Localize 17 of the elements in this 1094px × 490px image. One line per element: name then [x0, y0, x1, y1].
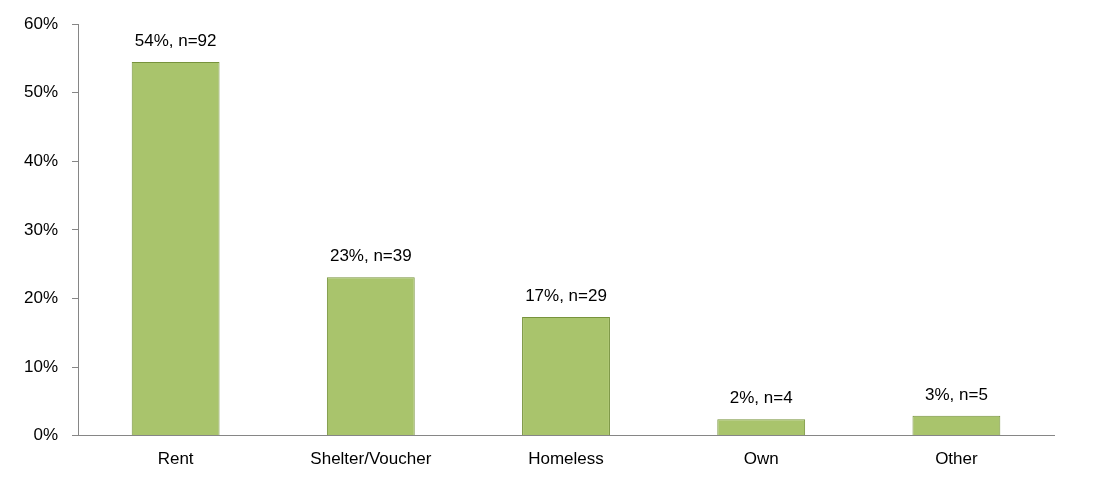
x-tick-label: Rent [157, 449, 194, 469]
x-tick-label: Other [935, 449, 978, 469]
y-tick-label: 50% [23, 82, 59, 102]
y-tick-label: 40% [23, 151, 59, 171]
y-tick-label: 30% [23, 219, 59, 239]
y-tick-label: 60% [23, 13, 59, 33]
y-tick-label: 20% [23, 288, 59, 308]
x-tick-label: Homeless [528, 449, 604, 469]
x-tick-label: Own [743, 449, 779, 469]
y-tick-label: 10% [23, 356, 59, 376]
data-label: 23%, n=39 [329, 246, 412, 266]
data-label: 54%, n=92 [134, 31, 217, 51]
data-label: 17%, n=29 [525, 286, 607, 306]
data-label: 2%, n=4 [729, 388, 793, 408]
data-label: 3%, n=5 [924, 384, 988, 404]
y-tick-label: 0% [33, 425, 59, 445]
x-tick-label: Shelter/Voucher [310, 449, 432, 469]
